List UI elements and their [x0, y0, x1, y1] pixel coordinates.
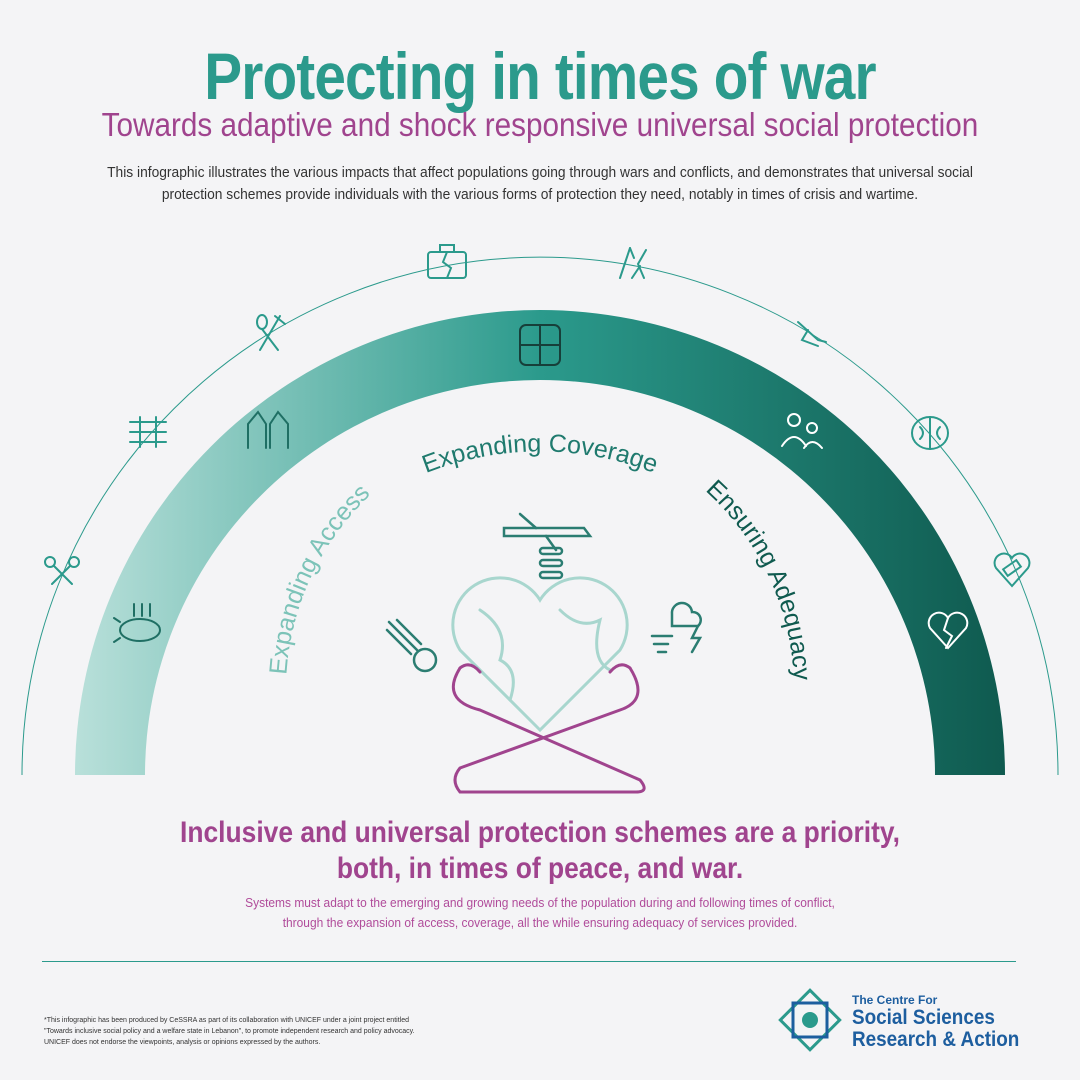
globe-heart-icon — [451, 576, 629, 733]
barbed-wire-icon — [129, 416, 167, 448]
note-line-1: Systems must adapt to the emerging and g… — [245, 895, 835, 910]
disclaimer-line-3: UNICEF does not endorse the viewpoints, … — [44, 1039, 321, 1046]
logo-line-1: The Centre For — [852, 993, 938, 1007]
intro-line-1: This infographic illustrates the various… — [107, 164, 973, 181]
disclaimer-line-1: *This infographic has been produced by C… — [44, 1017, 409, 1024]
logo-line-2: Social Sciences — [852, 1006, 995, 1029]
page-subtitle: Towards adaptive and shock responsive un… — [101, 106, 979, 143]
footer-divider — [42, 961, 1016, 962]
logo-line-3: Research & Action — [852, 1028, 1020, 1051]
keys-icon — [44, 556, 80, 585]
hugging-arms-icon — [451, 663, 646, 794]
disclaimer-line-2: "Towards inclusive social policy and a w… — [44, 1028, 415, 1035]
family-icon — [781, 413, 823, 449]
gradient-arc-band — [75, 310, 1005, 775]
hands-reaching-icon — [619, 247, 647, 279]
joined-hands-icon — [519, 324, 561, 366]
meteor-icon — [385, 618, 438, 673]
pointing-hand-icon — [797, 321, 827, 347]
bomb-icon — [113, 603, 161, 643]
broken-briefcase-icon — [427, 244, 467, 279]
conclusion-note: Systems must adapt to the emerging and g… — [43, 893, 1037, 933]
conclusion-headline: Inclusive and universal protection schem… — [65, 815, 1015, 887]
cessra-logo-mark — [778, 988, 842, 1052]
disclaimer: *This infographic has been produced by C… — [44, 1015, 464, 1048]
heart-bandage-icon — [993, 552, 1031, 588]
label-ensuring-adequacy: Ensuring Adequacy — [701, 474, 816, 681]
intro-line-2: protection schemes provide individuals w… — [161, 186, 919, 203]
label-expanding-access: Expanding Access — [264, 479, 375, 676]
hands-cupped-icon — [247, 410, 289, 449]
page-title: Protecting in times of war — [204, 39, 876, 113]
intro-text: This infographic illustrates the various… — [98, 162, 981, 206]
cessra-logo-text: The Centre For Social Sciences Research … — [852, 993, 1038, 1051]
storm-icon — [650, 601, 703, 654]
label-expanding-coverage: Expanding Coverage — [418, 429, 662, 478]
headline-line-2: both, in times of peace, and war. — [336, 852, 744, 885]
brain-icon — [911, 416, 949, 450]
food-utensils-icon — [256, 314, 286, 351]
warplane-icon — [502, 512, 593, 580]
broken-heart-icon — [927, 611, 969, 650]
headline-line-1: Inclusive and universal protection schem… — [180, 816, 900, 849]
outer-thin-arc — [21, 256, 1059, 776]
note-line-2: through the expansion of access, coverag… — [282, 915, 798, 930]
